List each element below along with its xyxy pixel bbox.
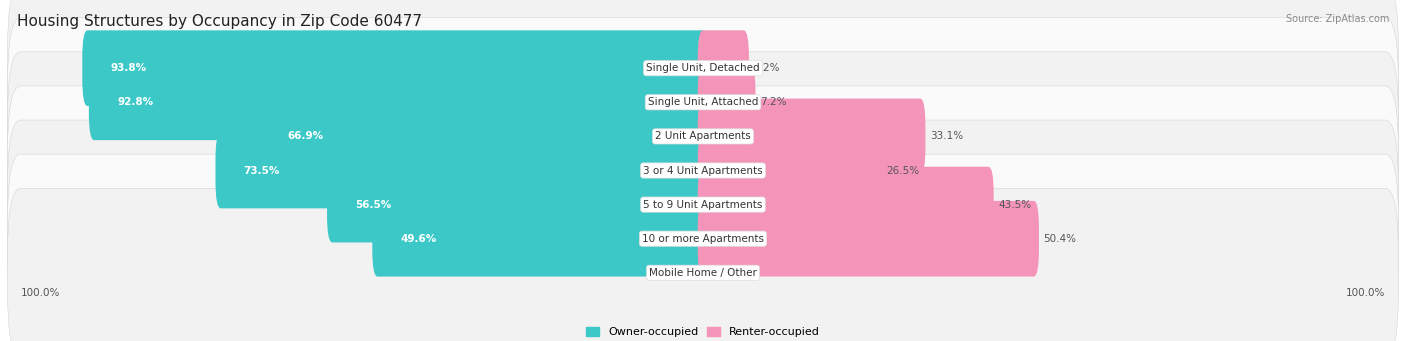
Text: Single Unit, Attached: Single Unit, Attached [648, 97, 758, 107]
Text: 7.2%: 7.2% [761, 97, 786, 107]
FancyBboxPatch shape [373, 201, 709, 277]
Text: 0.0%: 0.0% [666, 268, 693, 278]
FancyBboxPatch shape [697, 64, 755, 140]
FancyBboxPatch shape [7, 188, 1399, 341]
FancyBboxPatch shape [7, 86, 1399, 255]
Text: 66.9%: 66.9% [287, 131, 323, 142]
FancyBboxPatch shape [697, 99, 925, 174]
Text: 56.5%: 56.5% [356, 199, 391, 210]
Text: Source: ZipAtlas.com: Source: ZipAtlas.com [1285, 14, 1389, 24]
Text: 100.0%: 100.0% [21, 288, 60, 298]
FancyBboxPatch shape [89, 64, 709, 140]
FancyBboxPatch shape [83, 30, 709, 106]
FancyBboxPatch shape [697, 30, 749, 106]
FancyBboxPatch shape [7, 0, 1399, 153]
Text: 2 Unit Apartments: 2 Unit Apartments [655, 131, 751, 142]
Text: 26.5%: 26.5% [887, 165, 920, 176]
Text: 43.5%: 43.5% [998, 199, 1032, 210]
Text: 100.0%: 100.0% [1346, 288, 1385, 298]
FancyBboxPatch shape [697, 167, 994, 242]
Text: 10 or more Apartments: 10 or more Apartments [643, 234, 763, 244]
Legend: Owner-occupied, Renter-occupied: Owner-occupied, Renter-occupied [581, 322, 825, 341]
FancyBboxPatch shape [7, 120, 1399, 289]
Text: 0.0%: 0.0% [713, 268, 740, 278]
Text: 92.8%: 92.8% [117, 97, 153, 107]
Text: 6.2%: 6.2% [754, 63, 780, 73]
FancyBboxPatch shape [7, 154, 1399, 323]
Text: 49.6%: 49.6% [401, 234, 437, 244]
FancyBboxPatch shape [7, 18, 1399, 187]
FancyBboxPatch shape [697, 201, 1039, 277]
Text: 73.5%: 73.5% [243, 165, 280, 176]
FancyBboxPatch shape [215, 133, 709, 208]
Text: Single Unit, Detached: Single Unit, Detached [647, 63, 759, 73]
Text: 33.1%: 33.1% [929, 131, 963, 142]
FancyBboxPatch shape [697, 133, 882, 208]
FancyBboxPatch shape [259, 99, 709, 174]
Text: Mobile Home / Other: Mobile Home / Other [650, 268, 756, 278]
Text: 3 or 4 Unit Apartments: 3 or 4 Unit Apartments [643, 165, 763, 176]
FancyBboxPatch shape [328, 167, 709, 242]
Text: 93.8%: 93.8% [111, 63, 146, 73]
Text: Housing Structures by Occupancy in Zip Code 60477: Housing Structures by Occupancy in Zip C… [17, 14, 422, 29]
Text: 50.4%: 50.4% [1043, 234, 1077, 244]
FancyBboxPatch shape [7, 52, 1399, 221]
Text: 5 to 9 Unit Apartments: 5 to 9 Unit Apartments [644, 199, 762, 210]
